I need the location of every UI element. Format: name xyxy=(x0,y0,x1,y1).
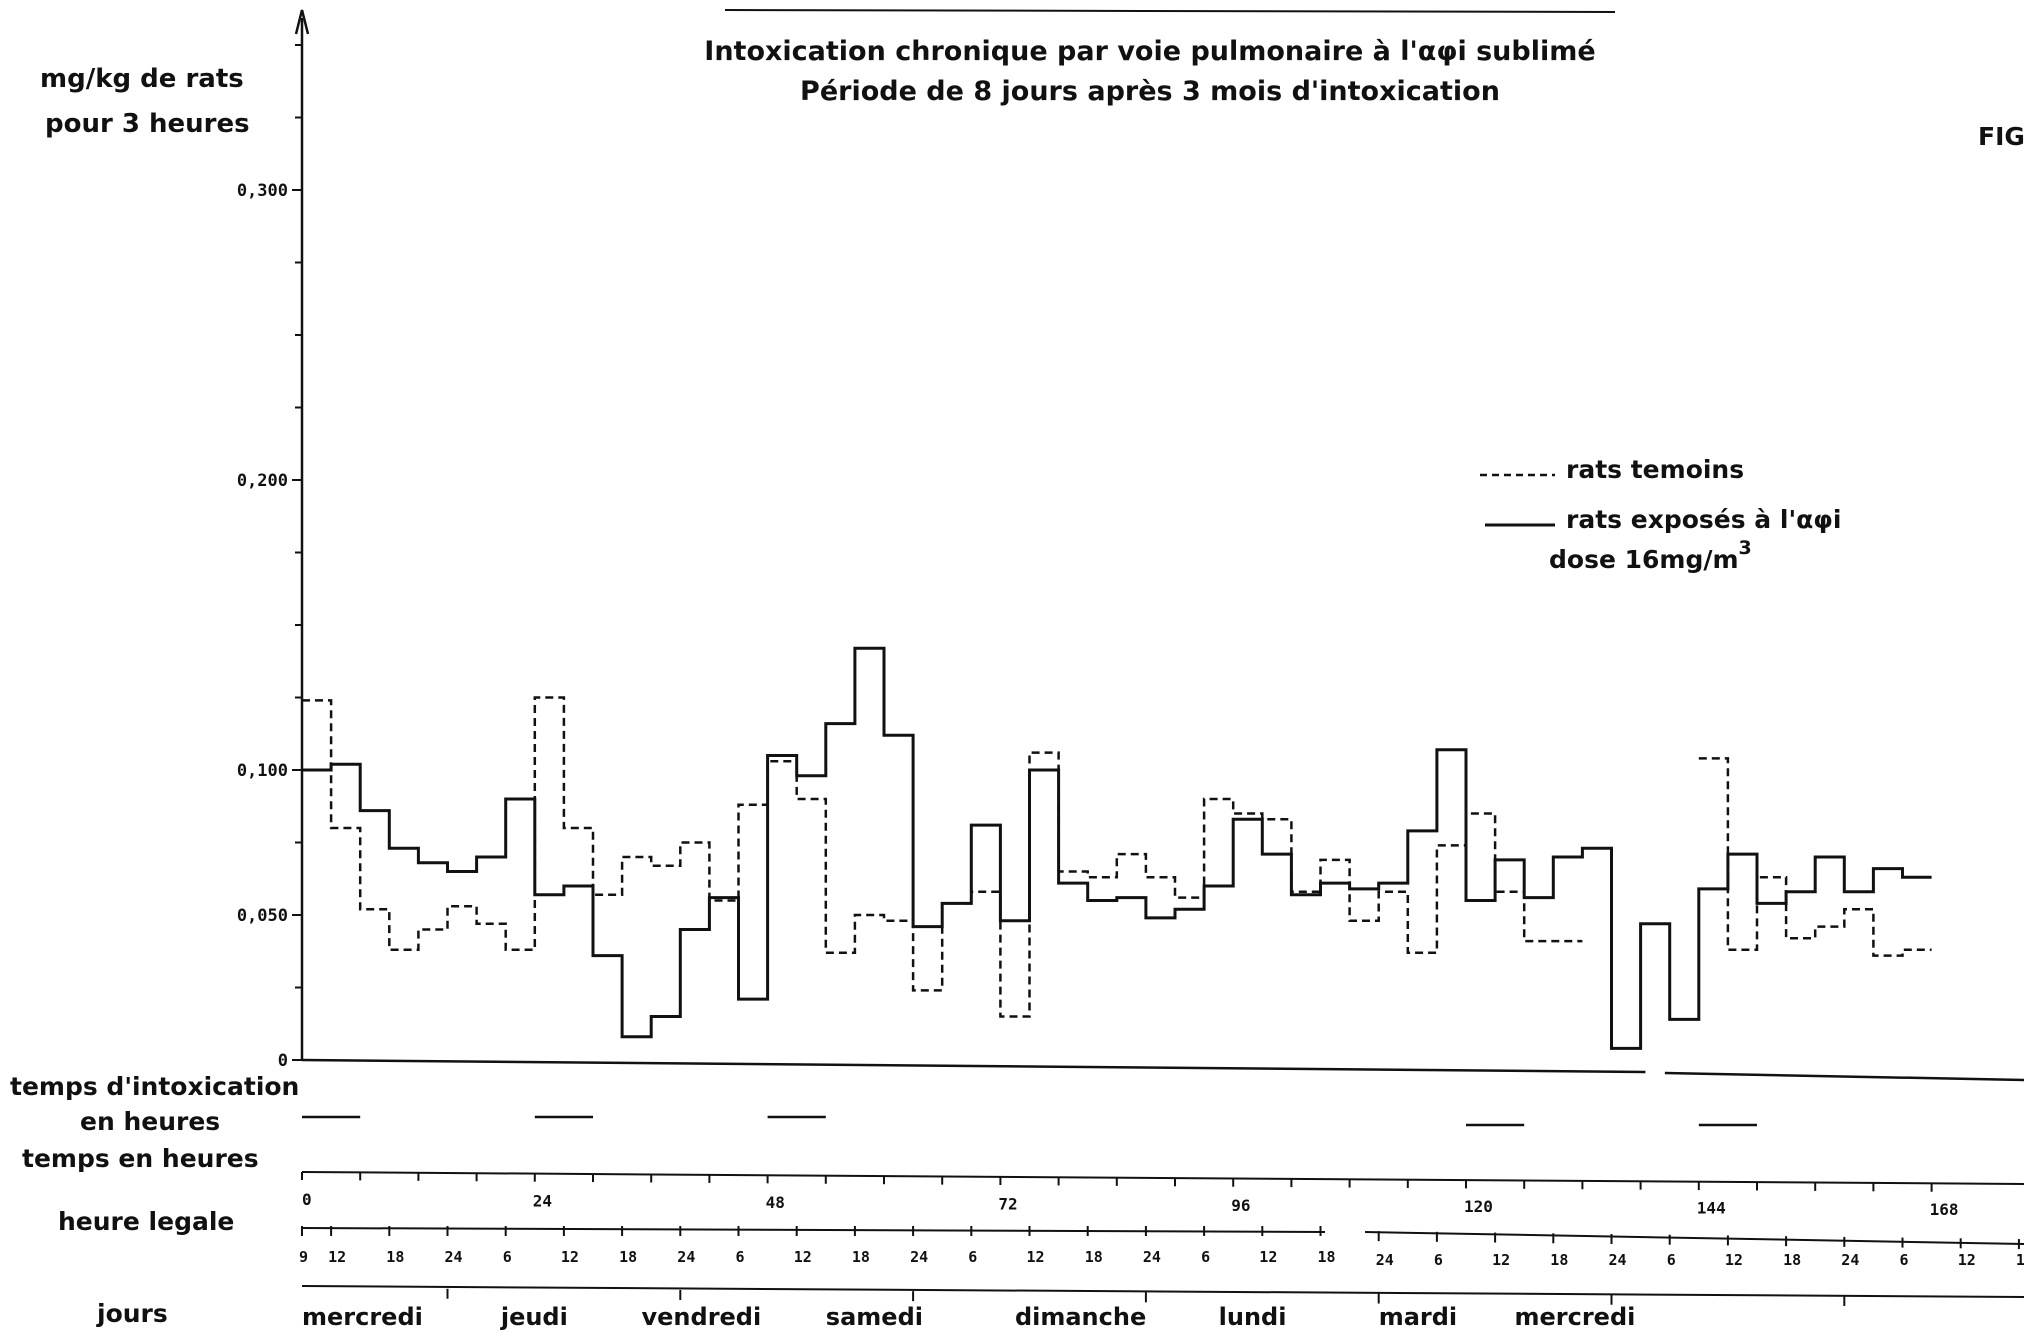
y-axis-label-line1: mg/kg de rats xyxy=(40,64,244,94)
legal-hour-label: 18 xyxy=(1550,1251,1568,1269)
legal-hour-label: 9 xyxy=(299,1248,308,1266)
legal-hour-label: 18 xyxy=(619,1248,637,1266)
legal-hour-label: 12 xyxy=(1259,1248,1277,1266)
legal-hour-label: 6 xyxy=(1434,1251,1443,1269)
legal-hour-label: 12 xyxy=(1958,1251,1976,1269)
legend-label-exposed: rats exposés à l'αφi xyxy=(1566,505,1841,534)
day-label: samedi xyxy=(826,1303,923,1331)
legal-hour-label: 6 xyxy=(1667,1251,1676,1269)
hour-tick-label: 120 xyxy=(1464,1197,1493,1216)
days-row-rule xyxy=(301,1285,2024,1298)
row-label-intox-line1: temps d'intoxication xyxy=(10,1072,299,1101)
fig-label: FIG xyxy=(1978,122,2024,151)
hour-tick-label: 72 xyxy=(998,1194,1017,1213)
time-row-rule xyxy=(301,1171,2024,1185)
x-axis-line-right xyxy=(1664,1071,2024,1082)
legal-hour-label: 12 xyxy=(1027,1248,1045,1266)
day-label: vendredi xyxy=(642,1303,762,1331)
legal-hour-label: 18 xyxy=(2016,1251,2024,1269)
row-label-intox-line2: en heures xyxy=(80,1107,220,1136)
y-axis-label-line2: pour 3 heures xyxy=(45,109,250,139)
series-line-exposed xyxy=(302,646,1932,1050)
legal-hour-label: 18 xyxy=(1318,1248,1336,1266)
legal-row-rule-right xyxy=(1364,1231,2024,1245)
legal-hour-label: 12 xyxy=(561,1248,579,1266)
legal-hour-label: 12 xyxy=(1492,1251,1510,1269)
row-label-days: jours xyxy=(96,1299,168,1328)
day-label: dimanche xyxy=(1015,1303,1146,1331)
legal-row-rule-left xyxy=(301,1227,1326,1233)
legal-hour-label: 6 xyxy=(968,1248,977,1266)
y-tick-label: 0,100 xyxy=(237,761,288,781)
legend-dose-superscript: 3 xyxy=(1739,537,1752,559)
legend-label-dose: dose 16mg/m3 xyxy=(1549,537,1752,574)
title-top-rule xyxy=(724,9,1616,13)
legal-hour-label: 6 xyxy=(503,1248,512,1266)
legal-hour-label: 24 xyxy=(1143,1248,1161,1266)
hour-tick-label: 168 xyxy=(1930,1200,1959,1219)
hour-tick-label: 0 xyxy=(302,1190,312,1209)
series-line-control xyxy=(302,696,1932,1018)
legal-hour-label: 12 xyxy=(1725,1251,1743,1269)
chart-subtitle: Période de 8 jours après 3 mois d'intoxi… xyxy=(800,76,1500,107)
series-layer xyxy=(302,646,1932,1050)
row-label-time: temps en heures xyxy=(22,1144,259,1173)
hour-tick-label: 24 xyxy=(533,1191,552,1210)
legal-hour-label: 6 xyxy=(1900,1251,1909,1269)
legal-hour-label: 24 xyxy=(677,1248,695,1266)
hour-tick-label: 96 xyxy=(1231,1196,1250,1215)
x-axis-line xyxy=(301,1058,1646,1074)
y-tick-label: 0,050 xyxy=(237,906,288,926)
legal-hour-label: 24 xyxy=(1841,1251,1859,1269)
y-tick-label: 0 xyxy=(278,1051,288,1071)
day-label: mercredi xyxy=(302,1303,423,1331)
axes-layer: 0 0,050 0,100 0,200 0,300 xyxy=(237,9,2024,1082)
hour-tick-label: 144 xyxy=(1697,1199,1726,1218)
legal-hour-label: 18 xyxy=(852,1248,870,1266)
y-tick-label: 0,200 xyxy=(237,471,288,491)
y-axis-arrow xyxy=(294,9,310,35)
day-label: lundi xyxy=(1219,1303,1287,1331)
legend-label-control: rats temoins xyxy=(1566,455,1744,484)
day-label: mercredi xyxy=(1515,1303,1636,1331)
legal-hour-label: 18 xyxy=(1783,1251,1801,1269)
day-label: jeudi xyxy=(500,1303,568,1331)
row-label-legal: heure legale xyxy=(58,1207,234,1236)
y-tick-label: 0,300 xyxy=(237,181,288,201)
legal-hour-label: 24 xyxy=(1609,1251,1627,1269)
bottom-axes-layer: 0 24 48 72 96 120 144 168 9 12 18 24 6 12 18 24 6 12 18 24 6… xyxy=(299,1115,2024,1331)
legal-hour-label: 6 xyxy=(736,1248,745,1266)
legal-hour-label: 24 xyxy=(1376,1251,1394,1269)
day-label: mardi xyxy=(1379,1303,1457,1331)
legal-hour-label: 12 xyxy=(794,1248,812,1266)
legal-hour-label: 18 xyxy=(386,1248,404,1266)
legal-hour-label: 24 xyxy=(445,1248,463,1266)
legal-hour-label: 12 xyxy=(328,1248,346,1266)
legal-hour-label: 6 xyxy=(1201,1248,1210,1266)
legend: rats temoins rats exposés à l'αφi dose 1… xyxy=(1480,455,1841,574)
legal-hour-label: 24 xyxy=(910,1248,928,1266)
hour-tick-label: 48 xyxy=(766,1193,785,1212)
legal-hour-label: 18 xyxy=(1085,1248,1103,1266)
chart-title: Intoxication chronique par voie pulmonai… xyxy=(704,36,1595,67)
legend-dose-text: dose 16mg/m xyxy=(1549,545,1739,574)
